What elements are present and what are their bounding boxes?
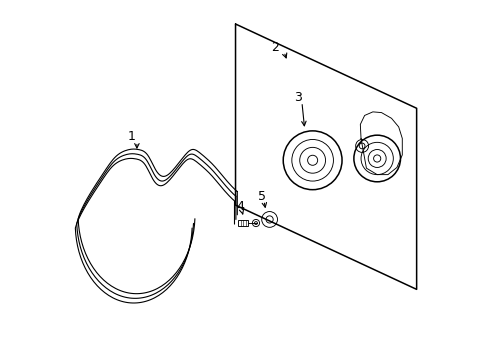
- Text: 5: 5: [257, 190, 265, 203]
- Text: 2: 2: [270, 41, 278, 54]
- Text: 3: 3: [293, 91, 301, 104]
- Text: 4: 4: [236, 201, 244, 213]
- Text: 1: 1: [127, 130, 135, 144]
- Bar: [238, 220, 247, 226]
